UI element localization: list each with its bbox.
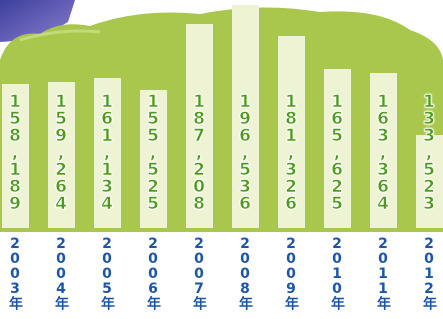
x-tick-label: 2006年: [145, 236, 161, 309]
value-label: 165,625: [325, 92, 349, 211]
x-tick-label: 2005年: [99, 236, 115, 309]
value-label: 187,208: [187, 92, 211, 211]
x-tick-label: 2008年: [237, 236, 253, 309]
value-label: 181,326: [279, 92, 303, 211]
value-label: 159,264: [49, 92, 73, 211]
x-tick-label: 2004年: [53, 236, 69, 309]
x-tick-label: 2011年: [375, 236, 391, 309]
x-tick-label: 2003年: [7, 236, 23, 309]
x-tick-label: 2012年: [421, 236, 437, 309]
value-label: 158,189: [3, 92, 27, 211]
value-label: 155,525: [141, 92, 165, 211]
x-tick-label: 2007年: [191, 236, 207, 309]
value-label: 196,536: [233, 92, 257, 211]
value-label: 133,523: [417, 92, 441, 211]
chart: 158,189 2003年 159,264 2004年 161,134 2005年 155,…: [0, 0, 443, 319]
x-tick-label: 2009年: [283, 236, 299, 309]
value-label: 163,364: [371, 92, 395, 211]
value-label: 161,134: [95, 92, 119, 211]
x-tick-label: 2010年: [329, 236, 345, 309]
